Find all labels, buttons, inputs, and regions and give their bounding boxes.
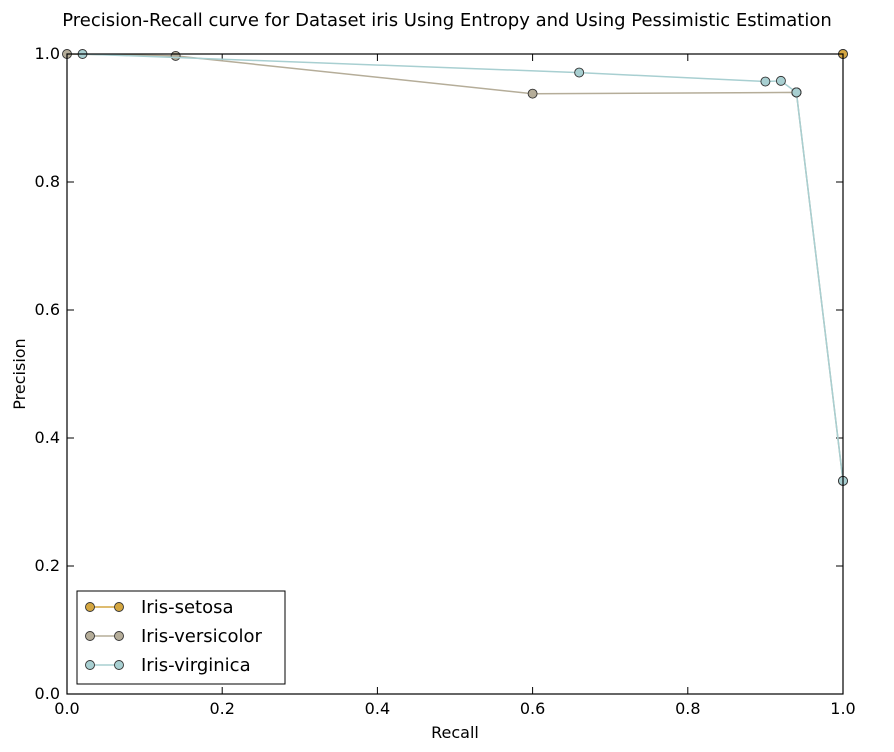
data-point-iris-versicolor [527, 88, 538, 99]
data-point-iris-virginica [775, 75, 786, 86]
y-tick-label: 0.8 [35, 172, 60, 191]
data-point-iris-virginica [791, 87, 802, 98]
y-tick-label: 0.0 [35, 684, 60, 703]
series-line-iris-versicolor [66, 53, 844, 481]
plot-series [62, 49, 848, 486]
x-tick-label: 0.0 [54, 699, 79, 718]
legend-marker [85, 660, 95, 670]
legend-marker [114, 631, 124, 641]
data-point-iris-virginica [574, 67, 585, 78]
data-point-iris-versicolor [170, 50, 181, 61]
legend-marker [85, 602, 95, 612]
y-tick-label: 0.4 [35, 428, 60, 447]
x-tick-label: 0.6 [520, 699, 545, 718]
chart-title: Precision-Recall curve for Dataset iris … [62, 10, 832, 31]
legend-marker [114, 660, 124, 670]
legend-marker [114, 602, 124, 612]
data-point-iris-virginica [760, 76, 771, 87]
legend-label: Iris-versicolor [141, 626, 263, 647]
plot-frame [66, 53, 844, 695]
series-iris-versicolor [62, 49, 848, 486]
x-tick-label: 1.0 [830, 699, 855, 718]
y-tick-label: 0.2 [35, 556, 60, 575]
x-tick-label: 0.2 [209, 699, 234, 718]
x-tick-label: 0.8 [675, 699, 700, 718]
series-iris-virginica [77, 49, 848, 486]
legend: Iris-setosa Iris-versicolor Iris-virginica [76, 590, 286, 685]
x-axis-label: Recall [431, 723, 479, 742]
y-tick-label: 1.0 [35, 44, 60, 63]
y-tick-label: 0.6 [35, 300, 60, 319]
legend-label: Iris-setosa [141, 597, 234, 618]
legend-marker [85, 631, 95, 641]
legend-item-iris-virginica: Iris-virginica [85, 655, 251, 676]
legend-item-iris-setosa: Iris-setosa [85, 597, 234, 618]
x-tick-label: 0.4 [365, 699, 390, 718]
y-axis-label: Precision [10, 338, 29, 409]
series-line-iris-virginica [82, 53, 844, 481]
legend-item-iris-versicolor: Iris-versicolor [85, 626, 263, 647]
legend-label: Iris-virginica [141, 655, 251, 676]
